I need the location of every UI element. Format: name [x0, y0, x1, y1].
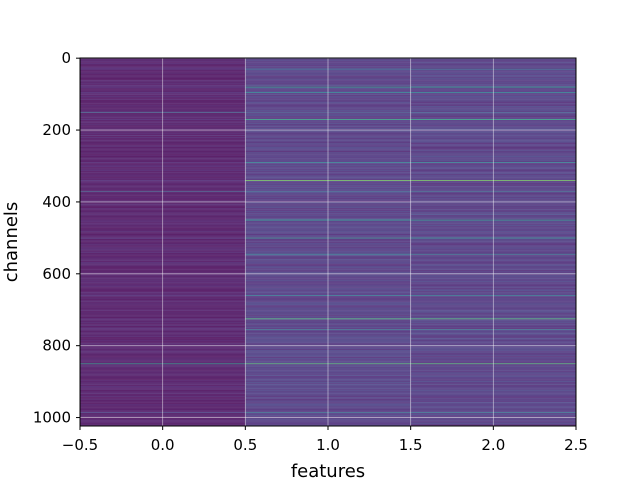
y-axis-ticks: 0 200 400 600 800 1000 — [33, 49, 80, 426]
y-tick-label: 0 — [61, 49, 71, 67]
x-tick-label: 0.5 — [233, 436, 257, 454]
x-axis-ticks: −0.5 0.0 0.5 1.0 1.5 2.0 2.5 — [62, 426, 588, 454]
x-tick-label: −0.5 — [62, 436, 98, 454]
x-tick-label: 0.0 — [151, 436, 175, 454]
y-axis-label: channels — [1, 202, 22, 283]
x-tick-label: 2.5 — [564, 436, 588, 454]
y-tick-label: 800 — [42, 337, 71, 355]
y-tick-label: 600 — [42, 265, 71, 283]
y-tick-label: 400 — [42, 193, 71, 211]
y-tick-label: 200 — [42, 121, 71, 139]
x-tick-label: 1.0 — [316, 436, 340, 454]
y-tick-label: 1000 — [33, 409, 71, 427]
x-tick-label: 2.0 — [481, 436, 505, 454]
x-tick-label: 1.5 — [399, 436, 423, 454]
x-axis-label: features — [291, 461, 365, 480]
